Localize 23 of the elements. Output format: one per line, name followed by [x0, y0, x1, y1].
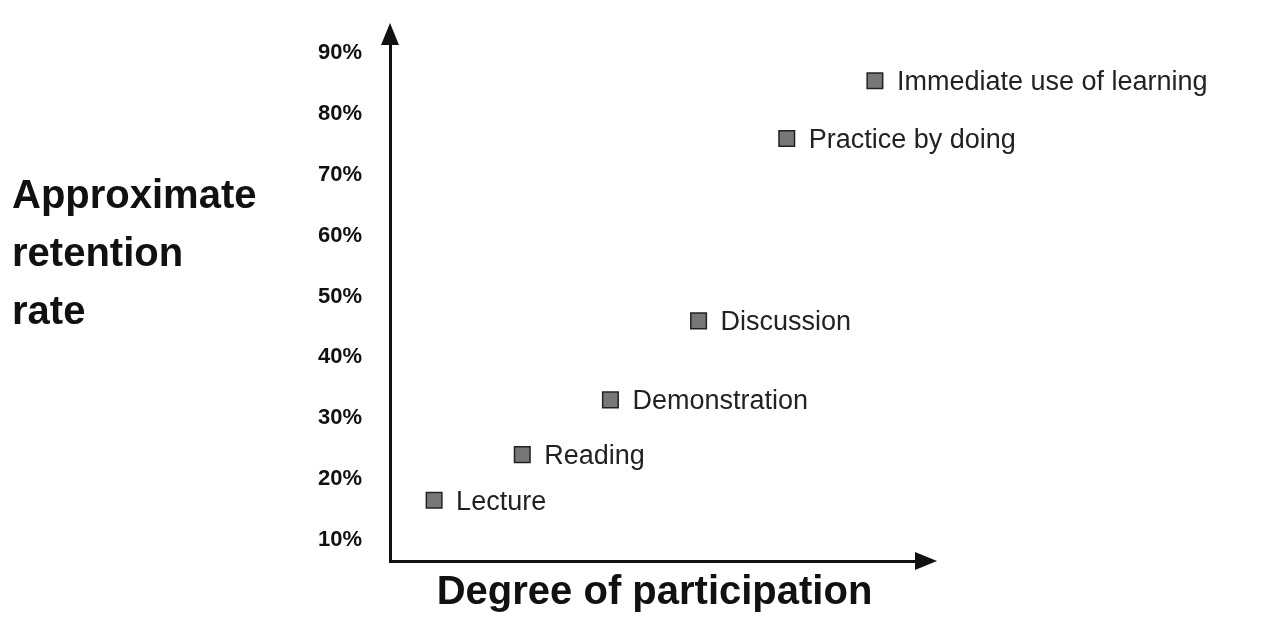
y-tick-label: 30%: [317, 404, 363, 430]
annotation: Reading: [544, 440, 645, 471]
y-tick-label: 50%: [317, 282, 363, 308]
annotation: Practice by doing: [808, 123, 1016, 154]
x-axis-title: Degree of participation: [436, 568, 873, 613]
y-tick-label: 90%: [317, 39, 363, 65]
y-tick-label: 70%: [317, 161, 363, 187]
point: [778, 129, 796, 147]
point: [866, 72, 884, 90]
y-tick-label: 40%: [317, 343, 363, 369]
point: [601, 391, 619, 409]
annotation: Demonstration: [632, 385, 809, 416]
annotation: Lecture: [456, 485, 547, 516]
y-axis-title: Approximate retention rate: [12, 171, 258, 334]
point: [690, 312, 708, 330]
y-tick-label: 80%: [317, 100, 363, 126]
y-tick-label: 10%: [317, 525, 363, 551]
point: [513, 446, 531, 464]
annotation: Immediate use of learning: [896, 66, 1208, 97]
y-tick-label: 60%: [317, 221, 363, 247]
point: [425, 491, 443, 509]
annotation: Discussion: [720, 306, 852, 337]
y-tick-label: 20%: [317, 464, 363, 490]
